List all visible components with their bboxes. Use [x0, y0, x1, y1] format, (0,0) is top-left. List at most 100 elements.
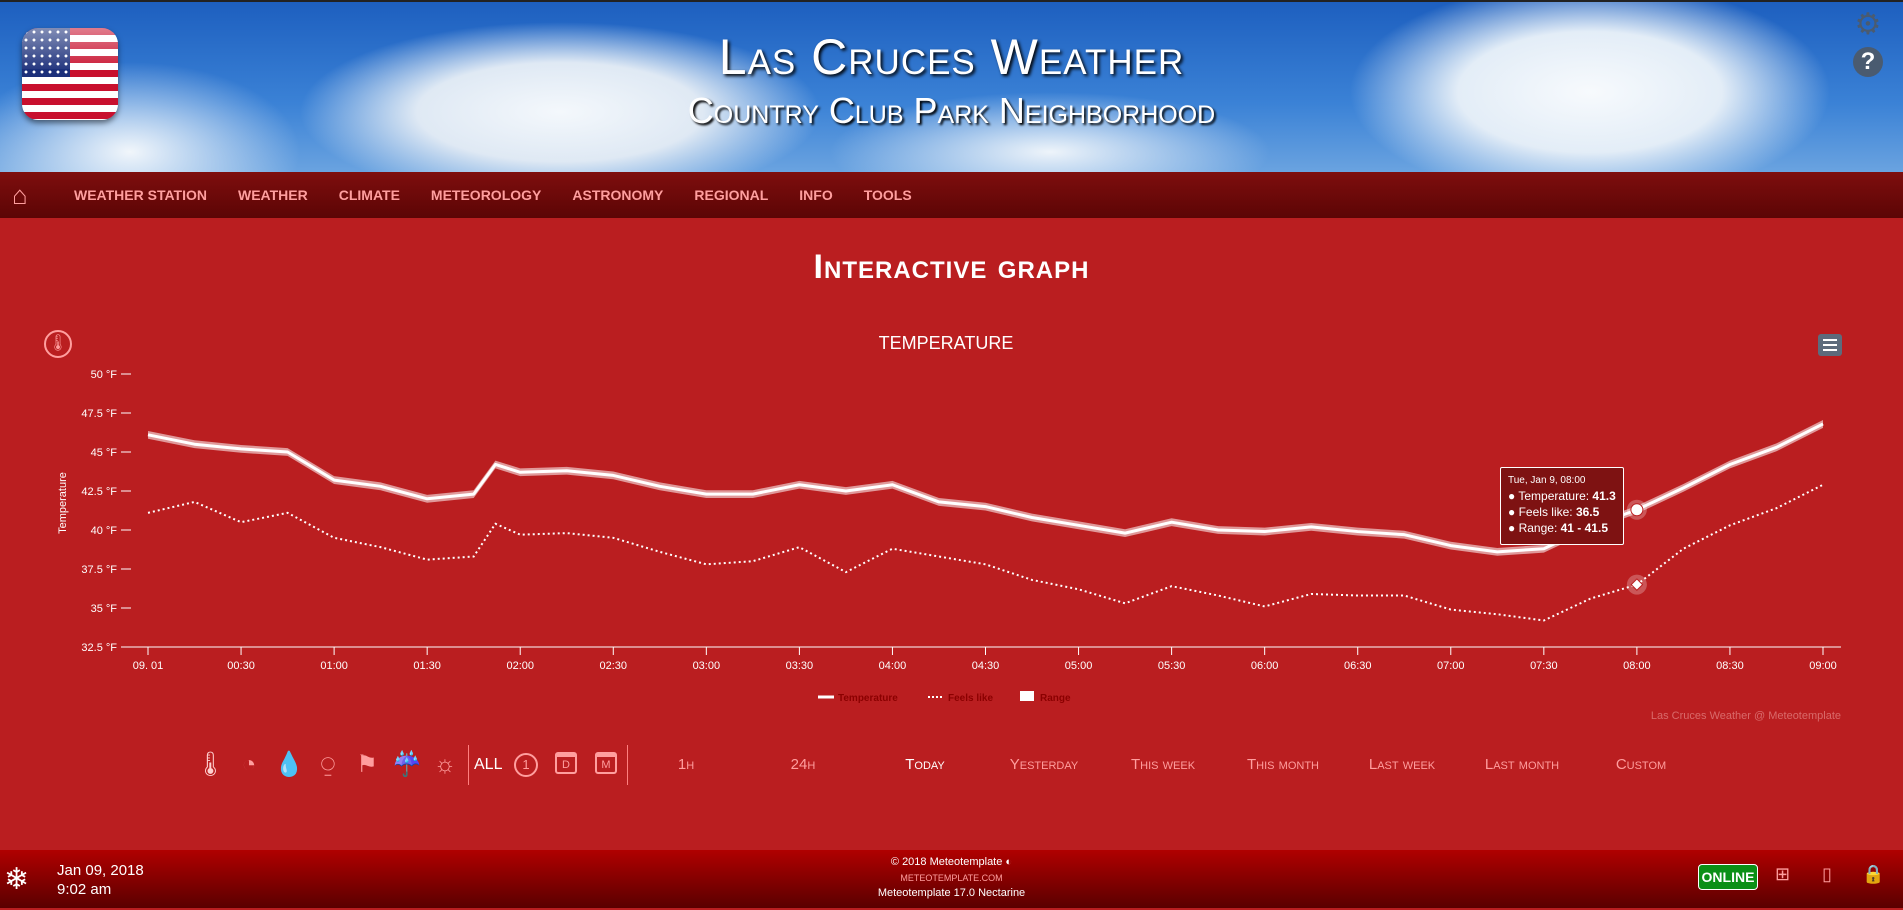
- x-tick-label: 08:00: [1623, 660, 1651, 672]
- period-this-month[interactable]: This month: [1247, 756, 1319, 773]
- x-tick-label: 04:30: [972, 660, 1000, 672]
- tooltip-value: 36.5: [1575, 505, 1600, 519]
- x-tick-label: 08:30: [1716, 660, 1744, 672]
- site-subtitle: Country Club Park Neighborhood: [687, 90, 1216, 131]
- x-tick-label: 09. 01: [133, 660, 164, 672]
- nav-regional[interactable]: REGIONAL: [694, 187, 769, 203]
- site-title: Las Cruces Weather: [718, 29, 1185, 85]
- legend-symbol-range: [1020, 691, 1034, 701]
- divider: [468, 745, 469, 785]
- chart-credits[interactable]: Las Cruces Weather @ Meteotemplate: [1651, 710, 1841, 722]
- period-yesterday[interactable]: Yesterday: [1009, 756, 1079, 773]
- thermometer-icon[interactable]: 🌡: [195, 751, 226, 778]
- humidity-drop-icon[interactable]: 💧: [274, 751, 304, 778]
- pressure-gauge-icon[interactable]: ◔: [241, 751, 257, 778]
- period-today[interactable]: Today: [905, 756, 945, 773]
- x-tick-label: 04:00: [879, 660, 907, 672]
- x-tick-label: 07:00: [1437, 660, 1465, 672]
- gear-icon[interactable]: ⚙: [1854, 8, 1882, 41]
- y-tick-label: 45 °F: [91, 447, 118, 459]
- footer-site-link[interactable]: METEOTEMPLATE.COM: [900, 873, 1003, 883]
- period-last-week[interactable]: Last week: [1368, 756, 1436, 773]
- period-this-week[interactable]: This week: [1130, 756, 1196, 773]
- x-tick-label: 00:30: [227, 660, 255, 672]
- y-tick-label: 32.5 °F: [81, 642, 117, 654]
- footer: ❄ Jan 09, 2018 9:02 am © 2018 Meteotempl…: [0, 850, 1903, 908]
- x-tick-label: 07:30: [1530, 660, 1558, 672]
- tooltip-value: 41.3: [1592, 489, 1616, 503]
- czech-flag-icon: ◐: [1005, 856, 1013, 868]
- temperature-line: [147, 422, 1824, 554]
- y-tick-label: 47.5 °F: [81, 408, 117, 420]
- divider: [627, 745, 628, 785]
- sitemap-icon[interactable]: ⊞: [1775, 864, 1791, 884]
- nav-weather[interactable]: WEATHER: [238, 187, 308, 203]
- nav-tools[interactable]: TOOLS: [863, 187, 912, 203]
- header-banner: Las Cruces Weather Country Club Park Nei…: [0, 0, 1903, 172]
- rain-gauge-icon[interactable]: ⍜: [320, 751, 336, 778]
- footer-time: 9:02 am: [57, 881, 112, 898]
- x-tick-label: 06:30: [1344, 660, 1372, 672]
- hour-clock-icon[interactable]: 1: [511, 745, 541, 785]
- wind-sock-icon[interactable]: ⚑: [356, 751, 378, 778]
- month-calendar-icon[interactable]: M: [591, 745, 621, 785]
- chart-tooltip: Tue, Jan 9, 08:00 ● Temperature: 41.3 ● …: [1500, 467, 1624, 545]
- month-calendar-letter: M: [595, 752, 617, 774]
- nav-climate[interactable]: CLIMATE: [338, 187, 400, 203]
- y-tick-label: 40 °F: [91, 525, 118, 537]
- period-24h[interactable]: 24h: [790, 756, 816, 773]
- y-axis-title: Temperature: [57, 472, 69, 534]
- footer-date: Jan 09, 2018: [57, 862, 144, 879]
- x-tick-label: 03:00: [693, 660, 721, 672]
- temperature-chart: TEMPERATURE Temperature 32.5 °F 35 °F 37.5…: [57, 333, 1841, 722]
- tooltip-line-temperature: ● Temperature: 41.3: [1508, 489, 1616, 503]
- mobile-icon[interactable]: ▯: [1822, 864, 1832, 884]
- x-tick-label: 05:00: [1065, 660, 1093, 672]
- x-tick-label: 03:30: [786, 660, 814, 672]
- nav-weather-station[interactable]: WEATHER STATION: [74, 187, 207, 203]
- x-tick-label: 01:00: [320, 660, 348, 672]
- period-last-month[interactable]: Last month: [1484, 756, 1560, 773]
- day-calendar-icon[interactable]: D: [551, 745, 581, 785]
- snowflake-icon: ❄: [4, 863, 30, 896]
- tooltip-label: Feels like:: [1518, 505, 1576, 519]
- nav-meteorology[interactable]: METEOROLOGY: [430, 187, 542, 203]
- legend-item-label[interactable]: Temperature: [838, 693, 898, 704]
- period-1h[interactable]: 1h: [677, 756, 695, 773]
- page-title: Interactive graph: [813, 248, 1090, 286]
- graph-controls: 🌡 ◔ 💧 ⍜ ⚑ ☔ ☼ ALL 1 D M 1h 24h Today Yes…: [0, 745, 1903, 785]
- lock-icon[interactable]: 🔒: [1862, 864, 1885, 884]
- sun-icon[interactable]: ☼: [434, 751, 456, 778]
- nav-info[interactable]: INFO: [799, 187, 833, 203]
- footer-copyright: © 2018 Meteotemplate ◐: [0, 856, 1903, 868]
- main-nav: ⌂ WEATHER STATION WEATHER CLIMATE METEOR…: [0, 172, 1903, 218]
- temperature-hover-marker: [1630, 503, 1644, 517]
- tooltip-line-range: ● Range: 41 - 41.5: [1508, 521, 1608, 535]
- tooltip-label: Temperature:: [1518, 489, 1593, 503]
- chart-title: TEMPERATURE: [879, 333, 1014, 353]
- all-button[interactable]: ALL: [474, 756, 503, 773]
- legend-item-label[interactable]: Range: [1040, 693, 1071, 704]
- tooltip-value: 41 - 41.5: [1560, 521, 1608, 535]
- rain-cloud-icon[interactable]: ☔: [392, 751, 422, 778]
- home-icon[interactable]: ⌂: [12, 180, 28, 210]
- x-tick-label: 02:30: [600, 660, 628, 672]
- x-tick-label: 06:00: [1251, 660, 1279, 672]
- y-tick-label: 50 °F: [91, 369, 118, 381]
- tooltip-label: Range:: [1518, 521, 1561, 535]
- x-tick-label: 05:30: [1158, 660, 1186, 672]
- us-flag-icon[interactable]: [22, 28, 118, 120]
- footer-version: Meteotemplate 17.0 Nectarine: [877, 887, 1026, 899]
- thermometer-icon[interactable]: 🌡: [44, 330, 72, 358]
- day-calendar-letter: D: [555, 752, 577, 774]
- online-status-badge: ONLINE: [1698, 864, 1758, 890]
- question-icon[interactable]: ?: [1853, 47, 1883, 77]
- x-tick-label: 09:00: [1809, 660, 1837, 672]
- period-custom[interactable]: Custom: [1615, 756, 1667, 773]
- feels-like-hover-marker: [1630, 578, 1644, 591]
- x-tick-label: 01:30: [413, 660, 441, 672]
- chart-menu-button[interactable]: [1818, 334, 1842, 356]
- nav-astronomy[interactable]: ASTRONOMY: [572, 187, 664, 203]
- x-tick-label: 02:00: [506, 660, 534, 672]
- legend-item-label[interactable]: Feels like: [948, 693, 993, 704]
